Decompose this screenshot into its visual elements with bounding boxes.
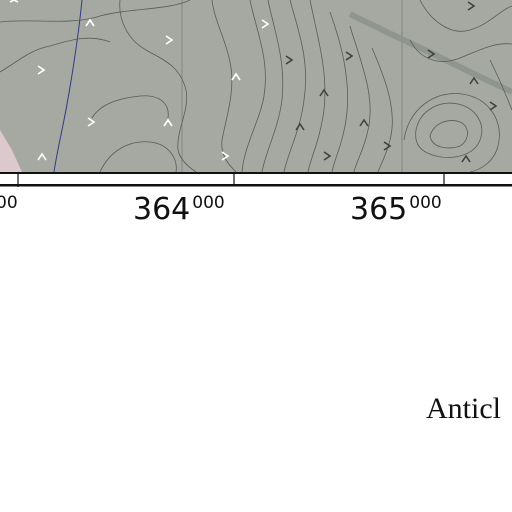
- coordinate-label-364: 364 000: [133, 192, 225, 227]
- stream-line: [53, 0, 83, 172]
- symbol-set-dark: [285, 1, 498, 163]
- terrain-map: [0, 0, 512, 172]
- road: [348, 11, 512, 95]
- legend-anticline-label: Anticl: [426, 392, 501, 425]
- geologic-map-area: [0, 0, 512, 172]
- symbol-set-light: [9, 0, 270, 161]
- coordinate-label-365: 365 000: [350, 192, 442, 227]
- coordinate-label-363: 00: [0, 193, 18, 213]
- map-neatline-top: [0, 172, 512, 174]
- pink-geologic-unit: [0, 130, 22, 172]
- map-neatline-ticks: [0, 172, 512, 187]
- terrain-background: [0, 0, 512, 172]
- map-neatline-bottom: [0, 184, 512, 187]
